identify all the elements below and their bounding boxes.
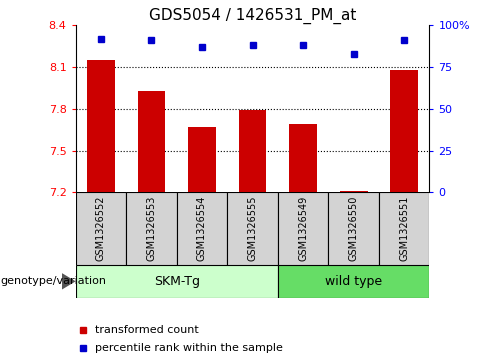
Text: GSM1326553: GSM1326553 (146, 196, 157, 261)
Bar (289, 124, 317, 192)
Text: GSM1326555: GSM1326555 (247, 196, 258, 261)
Text: SKM-Tg: SKM-Tg (154, 275, 200, 288)
Bar (379, 192, 429, 265)
Bar (278, 192, 328, 265)
Bar (227, 192, 278, 265)
Bar (126, 192, 177, 265)
Text: GSM1326554: GSM1326554 (197, 196, 207, 261)
Bar (390, 70, 418, 192)
Polygon shape (62, 273, 76, 290)
Bar (188, 127, 216, 192)
Bar (76, 265, 278, 298)
Bar (278, 265, 429, 298)
Bar (328, 192, 379, 265)
Bar (177, 192, 227, 265)
Text: wild type: wild type (325, 275, 382, 288)
Text: percentile rank within the sample: percentile rank within the sample (95, 343, 283, 354)
Bar (239, 110, 266, 192)
Bar (340, 191, 367, 192)
Text: genotype/variation: genotype/variation (0, 276, 106, 286)
Title: GDS5054 / 1426531_PM_at: GDS5054 / 1426531_PM_at (149, 8, 356, 24)
Text: GSM1326550: GSM1326550 (348, 196, 359, 261)
Bar (87, 60, 115, 192)
Text: GSM1326551: GSM1326551 (399, 196, 409, 261)
Text: GSM1326549: GSM1326549 (298, 196, 308, 261)
Text: GSM1326552: GSM1326552 (96, 196, 106, 261)
Bar (138, 91, 165, 192)
Text: transformed count: transformed count (95, 325, 199, 335)
Bar (76, 192, 126, 265)
